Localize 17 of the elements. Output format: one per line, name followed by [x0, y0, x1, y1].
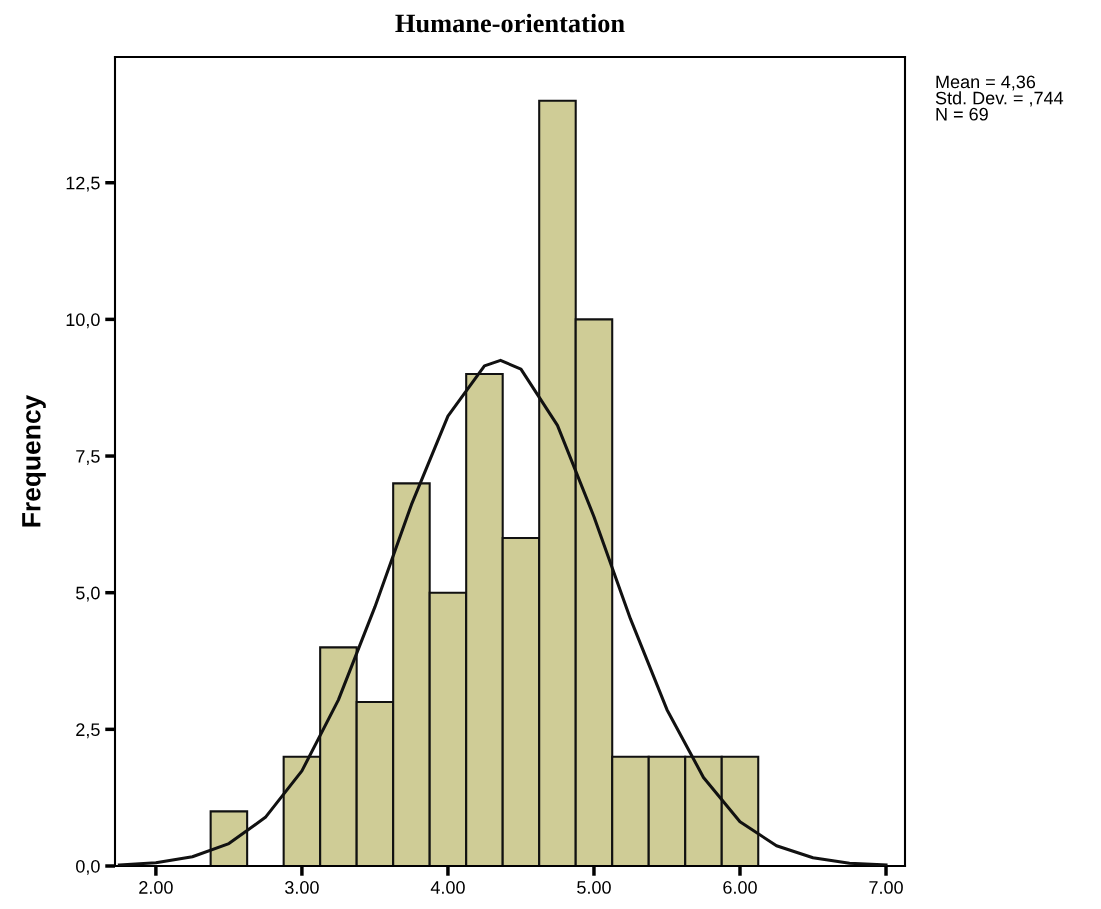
- y-axis-title: Frequency: [22, 394, 46, 527]
- x-tick-label: 3.00: [285, 881, 319, 894]
- y-tick-label: 2,5: [76, 723, 100, 739]
- x-tick-label: 6.00: [723, 881, 757, 894]
- x-tick-label: 7.00: [869, 881, 903, 894]
- text: Mean = 4,36: [936, 75, 1036, 91]
- x-tick-label: 2.00: [139, 881, 173, 894]
- text: N = 69: [936, 107, 988, 121]
- y-tick-label: 5,0: [76, 586, 100, 602]
- chart-title: Humane-orientation: [395, 13, 625, 33]
- text: Std. Dev. = ,744: [935, 91, 1064, 107]
- y-tick-label: 7,5: [76, 450, 100, 465]
- y-tick-label: 12,5: [66, 176, 100, 192]
- x-tick-label: 5.00: [577, 881, 611, 894]
- y-tick-label: 10,0: [66, 313, 100, 329]
- x-tick-label: 4.00: [430, 881, 465, 894]
- y-tick-label: 0,0: [76, 859, 100, 875]
